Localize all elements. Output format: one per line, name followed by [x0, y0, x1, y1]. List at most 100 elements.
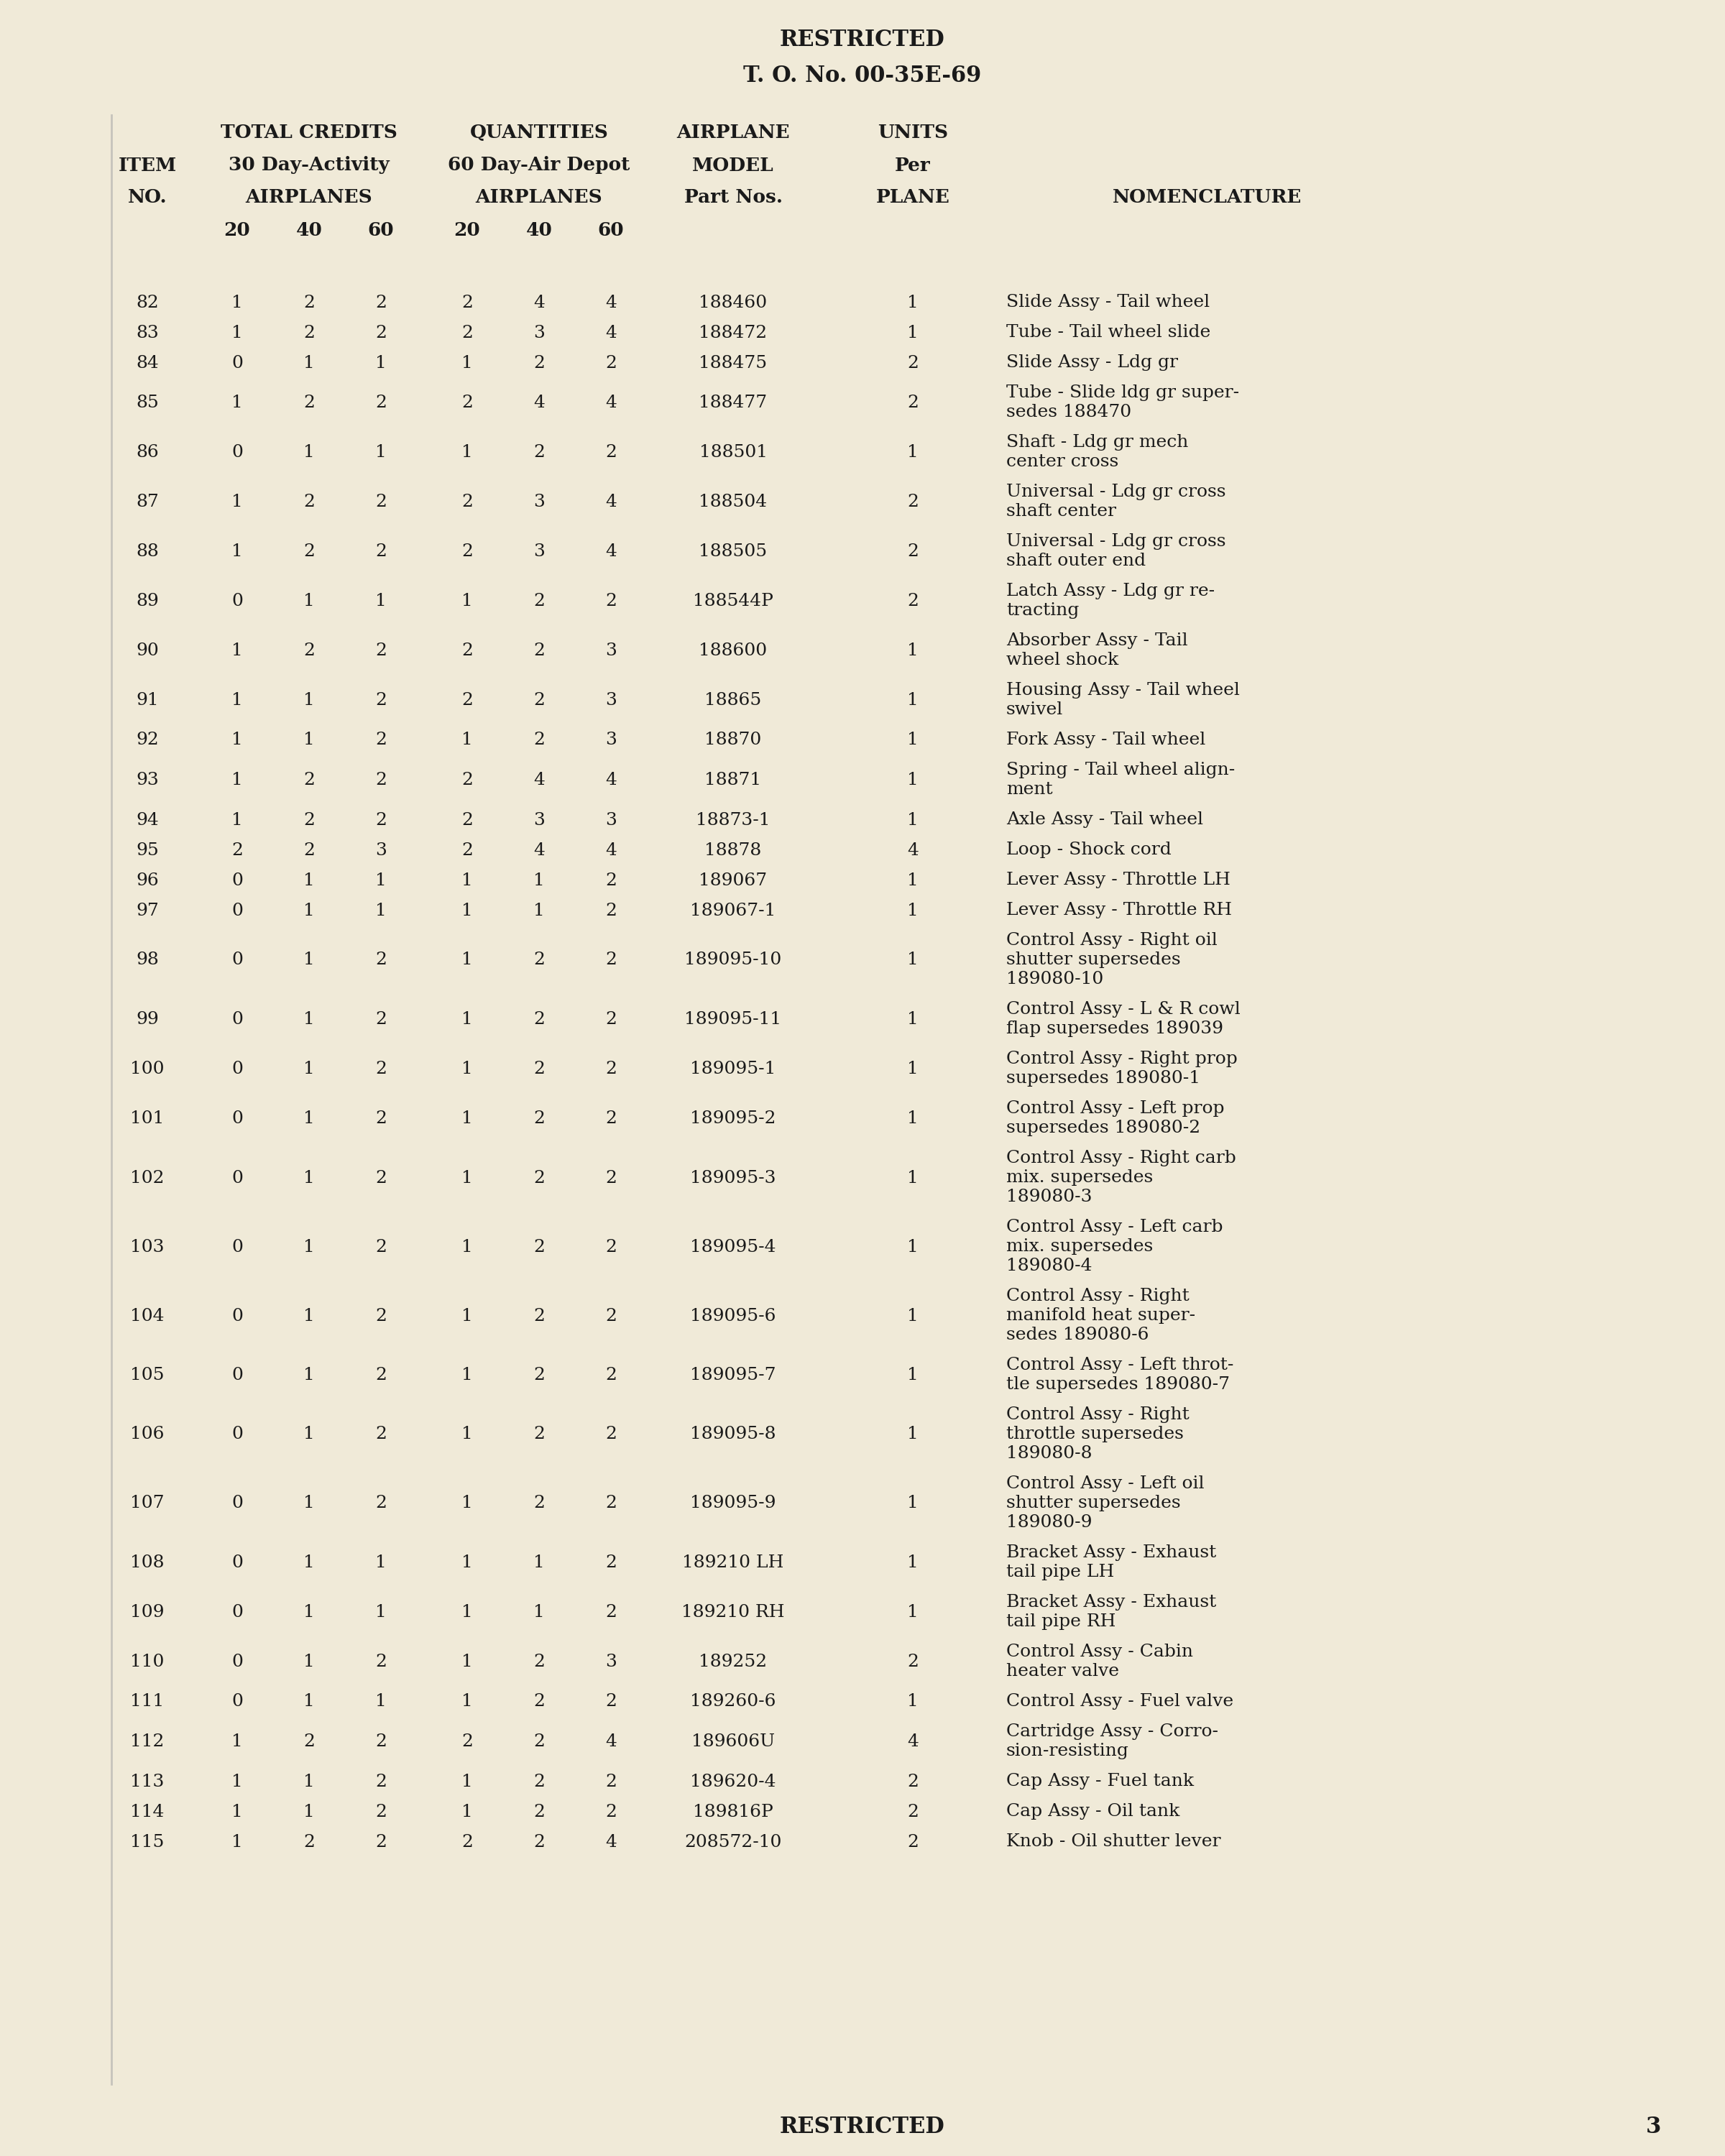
Text: QUANTITIES: QUANTITIES — [469, 123, 609, 142]
Text: 1: 1 — [376, 1554, 386, 1572]
Text: 2: 2 — [376, 1427, 386, 1442]
Text: 2: 2 — [605, 1367, 616, 1384]
Text: Universal - Ldg gr cross: Universal - Ldg gr cross — [1006, 483, 1226, 500]
Text: 0: 0 — [231, 1654, 243, 1671]
Text: supersedes 189080-1: supersedes 189080-1 — [1006, 1069, 1201, 1087]
Text: swivel: swivel — [1006, 701, 1063, 718]
Text: 4: 4 — [907, 843, 918, 858]
Text: 189095-10: 189095-10 — [685, 953, 781, 968]
Text: 0: 0 — [231, 1367, 243, 1384]
Text: 1: 1 — [462, 1554, 473, 1572]
Text: 1: 1 — [376, 901, 386, 918]
Text: 3: 3 — [605, 733, 616, 748]
Text: 1: 1 — [533, 901, 545, 918]
Text: center cross: center cross — [1006, 453, 1118, 470]
Text: 1: 1 — [462, 1802, 473, 1820]
Text: 189080-4: 189080-4 — [1006, 1257, 1092, 1274]
Text: 189095-7: 189095-7 — [690, 1367, 776, 1384]
Text: 1: 1 — [907, 1110, 918, 1128]
Text: 2: 2 — [605, 1695, 616, 1710]
Text: 0: 0 — [231, 1169, 243, 1186]
Text: 1: 1 — [304, 1802, 314, 1820]
Text: 2: 2 — [231, 843, 243, 858]
Text: 1: 1 — [304, 1307, 314, 1324]
Text: RESTRICTED: RESTRICTED — [780, 2117, 945, 2139]
Text: 1: 1 — [304, 444, 314, 461]
Text: 2: 2 — [533, 692, 545, 709]
Text: 1: 1 — [376, 593, 386, 610]
Text: 86: 86 — [136, 444, 159, 461]
Text: 89: 89 — [136, 593, 159, 610]
Text: 1: 1 — [462, 901, 473, 918]
Text: Cartridge Assy - Corro-: Cartridge Assy - Corro- — [1006, 1723, 1218, 1740]
Text: 0: 0 — [231, 1238, 243, 1255]
Text: 101: 101 — [131, 1110, 164, 1128]
Text: 1: 1 — [304, 1238, 314, 1255]
Text: Fork Assy - Tail wheel: Fork Assy - Tail wheel — [1006, 731, 1206, 748]
Text: 18865: 18865 — [704, 692, 762, 709]
Text: AIRPLANES: AIRPLANES — [245, 190, 373, 207]
Text: 188477: 188477 — [699, 395, 768, 412]
Text: 189095-3: 189095-3 — [690, 1169, 776, 1186]
Text: 3: 3 — [605, 1654, 616, 1671]
Text: 2: 2 — [533, 1802, 545, 1820]
Text: 2: 2 — [605, 1061, 616, 1078]
Text: 4: 4 — [533, 295, 545, 310]
Text: 1: 1 — [231, 395, 243, 412]
Text: 2: 2 — [376, 1307, 386, 1324]
Text: 189080-3: 189080-3 — [1006, 1188, 1092, 1205]
Text: 1: 1 — [462, 444, 473, 461]
Text: 18871: 18871 — [706, 772, 761, 789]
Text: 2: 2 — [605, 1238, 616, 1255]
Text: 103: 103 — [131, 1238, 164, 1255]
Text: T. O. No. 00-35E-69: T. O. No. 00-35E-69 — [743, 65, 982, 86]
Text: 1: 1 — [376, 1695, 386, 1710]
Text: 1: 1 — [462, 733, 473, 748]
Text: 1: 1 — [907, 1238, 918, 1255]
Text: Spring - Tail wheel align-: Spring - Tail wheel align- — [1006, 761, 1235, 778]
Text: 1: 1 — [304, 901, 314, 918]
Text: 2: 2 — [304, 326, 314, 341]
Text: 90: 90 — [136, 642, 159, 660]
Text: 2: 2 — [907, 1654, 918, 1671]
Text: throttle supersedes: throttle supersedes — [1006, 1425, 1183, 1442]
Text: 1: 1 — [376, 871, 386, 888]
Text: 4: 4 — [605, 772, 616, 789]
Text: sedes 189080-6: sedes 189080-6 — [1006, 1326, 1149, 1343]
Text: 1: 1 — [907, 642, 918, 660]
Text: 1: 1 — [462, 1238, 473, 1255]
Text: 2: 2 — [907, 395, 918, 412]
Text: 2: 2 — [462, 813, 473, 828]
Text: 2: 2 — [533, 1833, 545, 1850]
Text: 1: 1 — [231, 326, 243, 341]
Text: 1: 1 — [304, 733, 314, 748]
Text: 1: 1 — [533, 1554, 545, 1572]
Text: 1: 1 — [231, 772, 243, 789]
Text: 1: 1 — [304, 1654, 314, 1671]
Text: Control Assy - Right: Control Assy - Right — [1006, 1406, 1189, 1423]
Text: 2: 2 — [462, 843, 473, 858]
Text: 1: 1 — [462, 1110, 473, 1128]
Text: 188501: 188501 — [699, 444, 768, 461]
Text: 2: 2 — [304, 494, 314, 511]
Text: 2: 2 — [605, 953, 616, 968]
Text: 1: 1 — [376, 354, 386, 371]
Text: 1: 1 — [304, 1110, 314, 1128]
Text: flap supersedes 189039: flap supersedes 189039 — [1006, 1020, 1223, 1037]
Text: 4: 4 — [605, 543, 616, 561]
Text: 1: 1 — [462, 1654, 473, 1671]
Text: 1: 1 — [376, 444, 386, 461]
Text: 87: 87 — [136, 494, 159, 511]
Text: 93: 93 — [136, 772, 159, 789]
Text: 20: 20 — [454, 222, 480, 239]
Text: Lever Assy - Throttle LH: Lever Assy - Throttle LH — [1006, 871, 1230, 888]
Text: 2: 2 — [533, 1307, 545, 1324]
Text: 2: 2 — [462, 395, 473, 412]
Text: 107: 107 — [131, 1496, 164, 1511]
Text: NOMENCLATURE: NOMENCLATURE — [1113, 190, 1302, 207]
Text: 1: 1 — [304, 871, 314, 888]
Text: Lever Assy - Throttle RH: Lever Assy - Throttle RH — [1006, 901, 1232, 918]
Text: 0: 0 — [231, 1061, 243, 1078]
Text: 2: 2 — [605, 593, 616, 610]
Text: 1: 1 — [907, 1695, 918, 1710]
